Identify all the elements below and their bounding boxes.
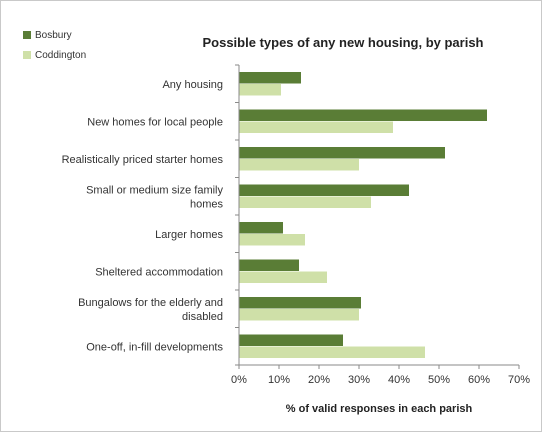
legend-label-coddington: Coddington bbox=[35, 50, 86, 61]
category-label: Small or medium size family homes bbox=[86, 184, 223, 210]
bar-bosbury-1 bbox=[239, 109, 487, 121]
bar-coddington-5 bbox=[239, 271, 327, 283]
x-tick-label: 20% bbox=[308, 374, 330, 386]
axes bbox=[235, 64, 520, 369]
bar-coddington-6 bbox=[239, 309, 359, 321]
bar-bosbury-6 bbox=[239, 297, 361, 309]
category-labels: Any housing New homes for local people Rea… bbox=[62, 79, 224, 354]
bar-coddington-4 bbox=[239, 234, 305, 246]
x-tick-label: 10% bbox=[268, 374, 290, 386]
legend: Bosbury Coddington bbox=[23, 30, 86, 61]
category-label: Larger homes bbox=[155, 229, 223, 241]
category-label: Sheltered accommodation bbox=[95, 266, 223, 278]
category-label-line: homes bbox=[190, 198, 224, 210]
x-tick-label: 40% bbox=[388, 374, 410, 386]
bar-coddington-7 bbox=[239, 346, 425, 358]
category-label: One-off, in-fill developments bbox=[86, 341, 223, 353]
category-label: Bungalows for the elderly and disabled bbox=[78, 297, 223, 323]
category-label-line: New homes for local people bbox=[87, 116, 223, 128]
bar-coddington-1 bbox=[239, 121, 393, 133]
category-label-line: Realistically priced starter homes bbox=[62, 154, 224, 166]
bar-marks bbox=[239, 72, 487, 358]
bar-bosbury-5 bbox=[239, 259, 299, 271]
x-tick-labels: 0% 10% 20% 30% 40% 50% 60% 70% bbox=[231, 374, 530, 386]
category-label-line: One-off, in-fill developments bbox=[86, 341, 223, 353]
category-label-line: Bungalows for the elderly and bbox=[78, 297, 223, 309]
category-label: Realistically priced starter homes bbox=[62, 154, 224, 166]
legend-label-bosbury: Bosbury bbox=[35, 30, 72, 41]
category-label-line: Sheltered accommodation bbox=[95, 266, 223, 278]
bar-coddington-0 bbox=[239, 84, 281, 96]
x-tick-label: 60% bbox=[468, 374, 490, 386]
x-tick-label: 70% bbox=[508, 374, 530, 386]
category-label-line: Larger homes bbox=[155, 229, 223, 241]
chart-title: Possible types of any new housing, by pa… bbox=[202, 35, 483, 50]
x-tick-label: 50% bbox=[428, 374, 450, 386]
bar-bosbury-7 bbox=[239, 334, 343, 346]
category-label-line: disabled bbox=[182, 311, 223, 323]
bar-bosbury-4 bbox=[239, 222, 283, 234]
legend-swatch-bosbury bbox=[23, 31, 31, 39]
category-label-line: Any housing bbox=[162, 79, 223, 91]
bar-coddington-2 bbox=[239, 159, 359, 171]
x-tick-label: 30% bbox=[348, 374, 370, 386]
category-label-line: Small or medium size family bbox=[86, 184, 223, 196]
x-tick-label: 0% bbox=[231, 374, 247, 386]
category-label: Any housing bbox=[162, 79, 223, 91]
x-axis-title: % of valid responses in each parish bbox=[286, 403, 473, 415]
legend-swatch-coddington bbox=[23, 51, 31, 59]
bar-coddington-3 bbox=[239, 196, 371, 208]
bar-bosbury-0 bbox=[239, 72, 301, 84]
bar-bosbury-3 bbox=[239, 184, 409, 196]
bar-bosbury-2 bbox=[239, 147, 445, 159]
category-label: New homes for local people bbox=[87, 116, 223, 128]
